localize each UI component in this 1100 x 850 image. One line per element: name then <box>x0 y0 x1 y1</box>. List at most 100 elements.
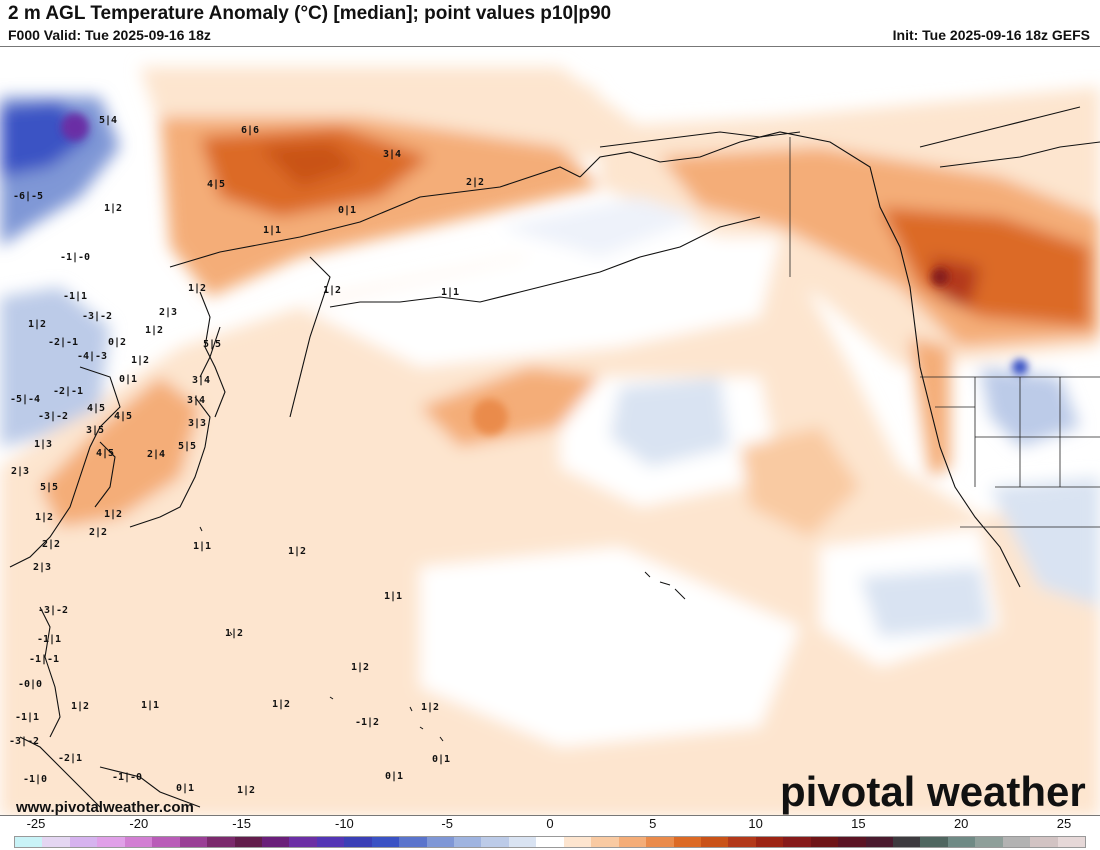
point-value-label: 6|6 <box>241 125 259 136</box>
point-value-label: -0|0 <box>18 679 42 690</box>
point-value-label: 1|3 <box>34 439 52 450</box>
point-value-label: -3|-2 <box>38 605 68 616</box>
colorbar-tick-label: -20 <box>129 816 149 831</box>
point-value-label: 3|3 <box>188 418 206 429</box>
colorbar-swatch <box>179 837 208 847</box>
point-value-label: -2|-1 <box>48 337 78 348</box>
point-value-label: 4|5 <box>96 448 114 459</box>
point-value-label: 3|4 <box>383 149 401 160</box>
point-value-label: -1|1 <box>37 634 61 645</box>
point-value-label: -5|-4 <box>10 394 40 405</box>
colorbar-tick-label: 5 <box>649 816 657 831</box>
point-value-label: 1|2 <box>351 662 369 673</box>
point-value-label: 5|5 <box>40 482 58 493</box>
point-value-label: -1|1 <box>63 291 87 302</box>
temperature-anomaly-map: 5|4 6|6 3|4 4|5 2|2 -6|-5 1|2 0|1 1|1 -1|-0 1|2 -1|… <box>0 46 1100 816</box>
point-value-label: 2|3 <box>33 562 51 573</box>
colorbar-swatch <box>783 837 811 847</box>
point-value-label: 0|2 <box>108 337 126 348</box>
colorbar-swatch <box>1030 837 1058 847</box>
colorbar-strip <box>14 836 1086 848</box>
website-label: www.pivotalweather.com <box>16 799 194 816</box>
point-value-label: 0|1 <box>119 374 137 385</box>
point-value-label: 2|3 <box>11 466 29 477</box>
colorbar-swatch <box>454 837 482 847</box>
point-value-label: 1|2 <box>323 285 341 296</box>
point-value-label: 1|1 <box>384 591 402 602</box>
point-value-label: 0|1 <box>338 205 356 216</box>
point-value-label: -1|2 <box>355 717 379 728</box>
colorbar-swatch <box>426 837 454 847</box>
point-value-label: 2|4 <box>147 449 165 460</box>
colorbar-swatch <box>618 837 647 847</box>
point-value-label: 5|4 <box>99 115 117 126</box>
colorbar-swatch <box>1002 837 1031 847</box>
colorbar-swatch <box>152 837 180 847</box>
point-value-label: 1|1 <box>441 287 459 298</box>
point-value-label: 0|1 <box>432 754 450 765</box>
colorbar-swatch <box>97 837 125 847</box>
point-value-label: -1|-0 <box>112 772 142 783</box>
point-value-label: 2|3 <box>159 307 177 318</box>
point-values-layer: 5|4 6|6 3|4 4|5 2|2 -6|-5 1|2 0|1 1|1 -1|-0 1|2 -1|… <box>9 115 484 796</box>
point-value-label: -3|-2 <box>38 411 68 422</box>
colorbar-swatch <box>42 837 70 847</box>
colorbar-swatch <box>69 837 98 847</box>
point-value-label: 3|4 <box>192 375 210 386</box>
point-value-label: 2|2 <box>466 177 484 188</box>
point-value-label: 1|2 <box>71 701 89 712</box>
point-value-label: -1|1 <box>15 712 39 723</box>
colorbar-swatch <box>316 837 345 847</box>
colorbar-swatch <box>124 837 153 847</box>
colorbar-swatch <box>536 837 564 847</box>
colorbar-tick-label: 10 <box>748 816 763 831</box>
init-time-label: Init: Tue 2025-09-16 18z GEFS <box>892 27 1090 43</box>
point-value-label: -2|1 <box>58 753 82 764</box>
point-value-label: 1|2 <box>188 283 206 294</box>
point-value-label: 4|5 <box>207 179 225 190</box>
point-value-label: 1|2 <box>145 325 163 336</box>
colorbar-swatch <box>261 837 290 847</box>
colorbar-swatch <box>207 837 235 847</box>
point-value-label: -3|-2 <box>9 736 39 747</box>
colorbar-tick-label: 20 <box>953 816 969 831</box>
point-value-label: 1|2 <box>237 785 255 796</box>
point-value-label: 1|2 <box>28 319 46 330</box>
anomaly-shading <box>0 67 1100 815</box>
point-value-label: 0|1 <box>176 783 194 794</box>
colorbar-swatch <box>481 837 509 847</box>
point-value-label: 1|2 <box>104 509 122 520</box>
colorbar-swatch <box>673 837 701 847</box>
point-value-label: -4|-3 <box>77 351 107 362</box>
colorbar-swatch <box>646 837 674 847</box>
colorbar-swatch <box>810 837 839 847</box>
colorbar-swatch <box>591 837 619 847</box>
colorbar-swatch <box>1057 837 1086 847</box>
colorbar-tick-label: -5 <box>441 816 453 831</box>
point-value-label: 3|5 <box>86 425 104 436</box>
colorbar-swatch <box>865 837 893 847</box>
colorbar-swatch <box>893 837 921 847</box>
colorbar-tick-label: 15 <box>851 816 866 831</box>
colorbar-swatch <box>755 837 784 847</box>
point-value-label: 4|5 <box>114 411 132 422</box>
colorbar-swatch <box>838 837 866 847</box>
point-value-label: -1|-1 <box>29 654 59 665</box>
coastlines <box>9 106 1100 808</box>
brand-logo: pivotal weather <box>780 768 1086 815</box>
point-value-label: -6|-5 <box>13 191 43 202</box>
colorbar-tick-label: -10 <box>334 816 354 831</box>
colorbar-swatch <box>920 837 948 847</box>
colorbar-swatch <box>947 837 976 847</box>
colorbar-swatch <box>344 837 372 847</box>
point-value-label: 1|2 <box>421 702 439 713</box>
point-value-label: 1|2 <box>104 203 122 214</box>
colorbar-swatch <box>15 837 43 847</box>
point-value-label: 3|4 <box>187 395 205 406</box>
valid-time-label: F000 Valid: Tue 2025-09-16 18z <box>8 27 211 43</box>
colorbar-swatch <box>371 837 400 847</box>
colorbar-swatch <box>234 837 262 847</box>
small-islands <box>199 526 686 742</box>
colorbar-swatch <box>508 837 537 847</box>
point-value-label: 1|2 <box>272 699 290 710</box>
